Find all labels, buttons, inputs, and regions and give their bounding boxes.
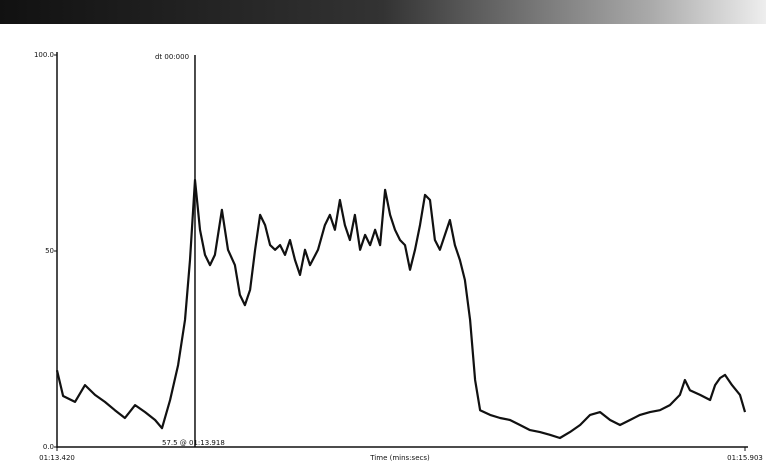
cursor-bottom-label: 57.5 @ 01:13.918	[162, 439, 225, 447]
title-bar	[0, 0, 766, 24]
x-tick-label: 01:15.903	[727, 454, 763, 462]
signal-line	[55, 178, 747, 440]
cursor-top-label: dt 00:000	[155, 53, 189, 61]
y-tick-label: 0.0	[43, 443, 54, 451]
y-tick-label: 50	[45, 247, 54, 255]
x-axis-label: Time (mins:secs)	[369, 454, 430, 462]
y-tick-label: 100.0	[34, 51, 54, 59]
x-tick-label: 01:13.420	[39, 454, 75, 462]
